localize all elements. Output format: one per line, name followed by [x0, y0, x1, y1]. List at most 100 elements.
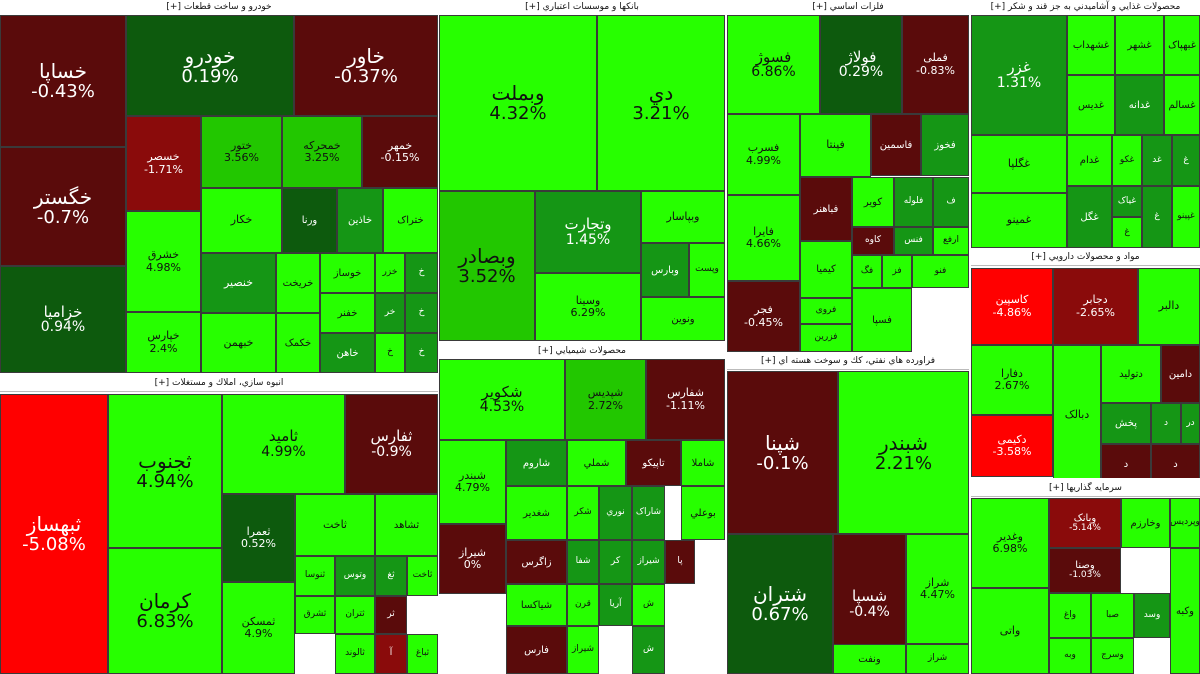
stock-tile[interactable]: دامین — [1161, 345, 1200, 403]
stock-tile[interactable]: زاگرس — [506, 540, 567, 584]
stock-tile[interactable]: وخارزم — [1121, 498, 1170, 548]
sector-title[interactable]: انبوه سازي، املاك و مستغلات [+] — [0, 376, 438, 392]
stock-tile[interactable]: د — [1151, 444, 1200, 478]
stock-tile[interactable]: وبملت 4.32% — [439, 15, 597, 191]
stock-tile[interactable]: فنو — [912, 255, 969, 288]
stock-tile[interactable]: غگل — [1067, 186, 1112, 248]
stock-tile[interactable]: خ — [405, 333, 438, 373]
stock-tile[interactable]: خشرق 4.98% — [126, 211, 201, 312]
stock-tile[interactable]: شبندر 2.21% — [838, 371, 969, 534]
stock-tile[interactable]: فز — [882, 255, 912, 288]
stock-tile[interactable]: غشهداب — [1067, 15, 1115, 75]
stock-tile[interactable]: وصنا -1.03% — [1049, 548, 1121, 593]
stock-tile[interactable]: دفارا 2.67% — [971, 345, 1053, 415]
stock-tile[interactable]: ثغ — [375, 556, 407, 596]
stock-tile[interactable]: وکبه — [1170, 548, 1200, 674]
stock-tile[interactable]: خبهمن — [201, 313, 276, 373]
stock-tile[interactable]: شیاکسا — [506, 584, 567, 626]
stock-tile[interactable]: خسصر -1.71% — [126, 116, 201, 211]
sector-title[interactable]: محصولات غذايي و آشاميدني به جز قند و شكر… — [971, 0, 1200, 16]
stock-tile[interactable]: غد — [1142, 135, 1172, 186]
stock-tile[interactable]: فگ — [852, 255, 882, 288]
stock-tile[interactable]: شکویر 4.53% — [439, 359, 565, 440]
stock-tile[interactable]: فخوز — [921, 114, 969, 176]
stock-tile[interactable]: وغدیر 6.98% — [971, 498, 1049, 588]
stock-tile[interactable]: فایرا 4.66% — [727, 195, 800, 281]
stock-tile[interactable]: غسالم — [1164, 75, 1200, 135]
stock-tile[interactable]: خفنر — [320, 293, 375, 333]
stock-tile[interactable]: وبپاسار — [641, 191, 725, 243]
stock-tile[interactable]: آریا — [599, 584, 632, 626]
stock-tile[interactable]: خپارس 2.4% — [126, 312, 201, 373]
sector-title[interactable]: سرمايه گذاريها [+] — [971, 481, 1200, 497]
stock-tile[interactable]: شکر — [567, 486, 599, 540]
stock-tile[interactable]: شیراز — [567, 626, 599, 674]
stock-tile[interactable]: ثاخت — [295, 494, 375, 556]
stock-tile[interactable]: ثباغ — [407, 634, 438, 674]
stock-tile[interactable]: ختور 3.56% — [201, 116, 282, 188]
stock-tile[interactable]: خزامیا 0.94% — [0, 266, 126, 373]
stock-tile[interactable]: غیاک — [1112, 186, 1142, 217]
stock-tile[interactable]: فباهنر — [800, 177, 852, 241]
stock-tile[interactable]: آ — [375, 634, 407, 674]
stock-tile[interactable]: خر — [375, 293, 405, 333]
stock-tile[interactable]: فولاژ 0.29% — [820, 15, 902, 114]
stock-tile[interactable]: غگلپا — [971, 135, 1067, 193]
stock-tile[interactable]: شاراک — [632, 486, 665, 540]
stock-tile[interactable]: وپست — [689, 243, 725, 297]
stock-tile[interactable]: وتوس — [335, 556, 375, 596]
stock-tile[interactable]: وسرج — [1091, 638, 1134, 674]
stock-tile[interactable]: غکو — [1112, 135, 1142, 186]
stock-tile[interactable]: غدانه — [1115, 75, 1164, 135]
stock-tile[interactable]: خاور -0.37% — [294, 15, 438, 116]
stock-tile[interactable]: وبه — [1049, 638, 1091, 674]
stock-tile[interactable]: وتجارت 1.45% — [535, 191, 641, 273]
stock-tile[interactable]: ورنا — [282, 188, 337, 253]
stock-tile[interactable]: ف — [933, 177, 969, 227]
stock-tile[interactable]: دجابر -2.65% — [1053, 268, 1138, 345]
stock-tile[interactable]: دکیمی -3.58% — [971, 415, 1053, 477]
stock-tile[interactable]: شیراز — [632, 540, 665, 584]
stock-tile[interactable]: کرمان 6.83% — [108, 548, 222, 674]
stock-tile[interactable]: کاسپین -4.86% — [971, 268, 1053, 345]
stock-tile[interactable]: ثشرق — [295, 596, 335, 634]
stock-tile[interactable]: غ — [1112, 217, 1142, 248]
stock-tile[interactable]: فسپا — [852, 288, 912, 352]
stock-tile[interactable]: شیراز 0% — [439, 524, 506, 594]
stock-tile[interactable]: شاروم — [506, 440, 567, 486]
stock-tile[interactable]: شتران 0.67% — [727, 534, 833, 674]
stock-tile[interactable]: خ — [405, 253, 438, 293]
stock-tile[interactable]: وبارس — [641, 243, 689, 297]
stock-tile[interactable]: خوساز — [320, 253, 375, 293]
stock-tile[interactable]: خکار — [201, 188, 282, 253]
stock-tile[interactable]: بوعلي — [681, 486, 725, 540]
stock-tile[interactable]: ونفت — [833, 644, 906, 674]
stock-tile[interactable]: شپنا -0.1% — [727, 371, 838, 534]
stock-tile[interactable]: خنصیر — [201, 253, 276, 313]
stock-tile[interactable]: وبصادر 3.52% — [439, 191, 535, 341]
stock-tile[interactable]: غبهپاک — [1164, 15, 1200, 75]
stock-tile[interactable]: دتولید — [1101, 345, 1161, 403]
stock-tile[interactable]: خمهر -0.15% — [362, 116, 438, 188]
stock-tile[interactable]: پا — [665, 540, 695, 584]
stock-tile[interactable]: ثر — [375, 596, 407, 634]
stock-tile[interactable]: فملی -0.83% — [902, 15, 969, 114]
stock-tile[interactable]: غدام — [1067, 135, 1112, 186]
stock-tile[interactable]: شراز 4.47% — [906, 534, 969, 644]
stock-tile[interactable]: فجر -0.45% — [727, 281, 800, 352]
stock-tile[interactable]: فلوله — [894, 177, 933, 227]
stock-tile[interactable]: شبندر 4.79% — [439, 440, 506, 524]
stock-tile[interactable]: فپنتا — [800, 114, 871, 177]
stock-tile[interactable]: ارفع — [933, 227, 969, 255]
stock-tile[interactable]: واتی — [971, 588, 1049, 674]
sector-title[interactable]: بانكها و موسسات اعتباري [+] — [439, 0, 725, 16]
stock-tile[interactable]: خمحرکه 3.25% — [282, 116, 362, 188]
sector-title[interactable]: فراورده هاي نفتي، كك و سوخت هسته اي [+] — [727, 354, 969, 370]
stock-tile[interactable]: فاسمین — [871, 114, 921, 176]
stock-tile[interactable]: خریخت — [276, 253, 320, 313]
stock-tile[interactable]: ثتران — [335, 596, 375, 634]
stock-tile[interactable]: ش — [632, 626, 665, 674]
stock-tile[interactable]: خ — [375, 333, 405, 373]
stock-tile[interactable]: خاهن — [320, 333, 375, 373]
stock-tile[interactable]: د — [1101, 444, 1151, 478]
